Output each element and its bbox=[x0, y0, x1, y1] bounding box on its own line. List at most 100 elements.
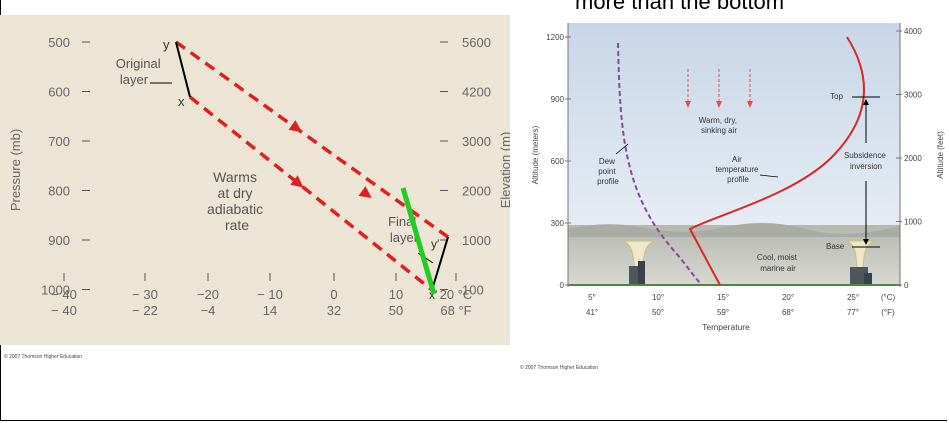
original-layer-line bbox=[175, 41, 191, 98]
fahrenheit-tick-label: 32 bbox=[327, 303, 341, 318]
dew-point-label: Dew point profile bbox=[597, 157, 619, 186]
elevation-tick-label: 100 bbox=[462, 283, 484, 298]
top-label: Top bbox=[830, 92, 843, 101]
right-celsius-tick-label: 25° bbox=[847, 293, 859, 302]
fahrenheit-tick-label: − 22 bbox=[132, 303, 158, 318]
pressure-axis-label: Pressure (mb) bbox=[8, 129, 23, 211]
meter-tick-label: 300 bbox=[551, 219, 565, 228]
right-building bbox=[850, 267, 868, 285]
original-layer-label: Original layer bbox=[116, 56, 164, 87]
point-y-label: y bbox=[163, 37, 170, 52]
elevation-ticks: 5600 4200 3000 2000 1000 100 bbox=[440, 35, 491, 298]
arrow-head-top bbox=[288, 120, 302, 132]
elevation-tick-label: 5600 bbox=[462, 35, 491, 50]
right-fahrenheit-tick-label: 68° bbox=[782, 308, 794, 317]
pressure-tick-label: 500 bbox=[48, 35, 70, 50]
right-celsius-tick-label: 15° bbox=[717, 293, 729, 302]
feet-tick-label: 2000 bbox=[904, 154, 922, 163]
pressure-tick-label: 600 bbox=[48, 85, 70, 100]
arrow-head-bottom bbox=[290, 175, 304, 188]
sinking-arrow-1-head bbox=[685, 101, 691, 108]
feet-tick-label: 4000 bbox=[904, 27, 922, 36]
right-building-2 bbox=[864, 273, 872, 285]
subsidence-label: Subsidence inversion bbox=[844, 151, 888, 171]
elevation-axis-label: Elevation (m) bbox=[498, 132, 510, 209]
right-fahrenheit-tick-label: 77° bbox=[847, 308, 859, 317]
celsius-tick-label: − 40 bbox=[51, 287, 77, 302]
feet-ticks: 4000 3000 2000 1000 0 bbox=[896, 27, 922, 290]
fahrenheit-tick-label: −4 bbox=[201, 303, 216, 318]
point-x-prime-label: x′ bbox=[429, 288, 438, 302]
right-celsius-tick-label: (°C) bbox=[881, 293, 896, 302]
fahrenheit-tick-label: 50 bbox=[389, 303, 403, 318]
celsius-tick-label: 20 °C bbox=[440, 287, 473, 302]
warms-label: Warms at dry adiabatic rate bbox=[207, 169, 267, 233]
arrow-head-top-2 bbox=[358, 186, 372, 198]
celsius-tick-label: −20 bbox=[197, 287, 219, 302]
meter-ticks: 1200 900 600 300 0 bbox=[546, 33, 571, 290]
elevation-tick-label: 4200 bbox=[462, 85, 491, 100]
dew-point-pointer bbox=[615, 143, 629, 155]
fahrenheit-ticks: − 40 − 22 −4 14 32 50 68 °F bbox=[51, 303, 471, 318]
meter-tick-label: 600 bbox=[551, 157, 565, 166]
pressure-tick-label: 900 bbox=[48, 233, 70, 248]
left-copyright: © 2007 Thomson Higher Education bbox=[4, 354, 83, 360]
pressure-ticks: 500 600 700 800 900 1000 bbox=[41, 35, 90, 298]
sinking-arrow-2-head bbox=[716, 101, 722, 108]
heading-fragment: more than the bottom bbox=[575, 0, 785, 14]
celsius-tick-label: 10 bbox=[389, 287, 403, 302]
green-marker-line bbox=[400, 187, 437, 295]
air-temperature-label: Air temperature profile bbox=[715, 155, 760, 184]
right-copyright: © 2007 Thomson Higher Education bbox=[520, 365, 599, 371]
pressure-tick-label: 700 bbox=[48, 134, 70, 149]
feet-tick-label: 1000 bbox=[904, 218, 922, 227]
right-fahrenheit-tick-label: 41° bbox=[586, 308, 598, 317]
feet-tick-label: 3000 bbox=[904, 91, 922, 100]
pressure-tick-label: 1000 bbox=[41, 283, 70, 298]
fahrenheit-tick-label: 14 bbox=[263, 303, 277, 318]
point-x-label: x bbox=[178, 94, 185, 109]
right-celsius-tick-label: 5° bbox=[588, 293, 596, 302]
inversion-arrow-up-head bbox=[863, 99, 869, 105]
elevation-tick-label: 2000 bbox=[462, 184, 491, 199]
marine-air-label: Cool, moist marine air bbox=[757, 253, 799, 273]
meter-tick-label: 1200 bbox=[546, 33, 564, 42]
meter-tick-label: 900 bbox=[551, 95, 565, 104]
dry-adiabat-top-line bbox=[174, 40, 450, 239]
elevation-tick-label: 3000 bbox=[462, 134, 491, 149]
dry-adiabat-bottom-line bbox=[188, 95, 434, 292]
right-celsius-tick-label: 20° bbox=[782, 293, 794, 302]
right-x-axis-label: Temperature bbox=[702, 322, 750, 332]
final-layer-line bbox=[431, 236, 449, 291]
right-fahrenheit-tick-label: 59° bbox=[717, 308, 729, 317]
point-y-prime-label: y′ bbox=[431, 237, 440, 251]
air-temperature-profile bbox=[688, 36, 865, 286]
celsius-ticks: − 40 − 30 −20 − 10 0 10 20 °C bbox=[51, 273, 472, 302]
right-fahrenheit-tick-label: (°F) bbox=[881, 308, 895, 317]
inversion-arrow-down-head bbox=[863, 239, 869, 245]
right-fahrenheit-ticks: 41° 50° 59° 68° 77° (°F) bbox=[586, 308, 895, 317]
left-building-2 bbox=[638, 261, 645, 285]
celsius-tick-label: − 10 bbox=[257, 287, 283, 302]
feet-axis-label: Altitude (feet) bbox=[936, 131, 945, 179]
air-temperature-pointer bbox=[759, 174, 779, 178]
right-fahrenheit-tick-label: 50° bbox=[652, 308, 664, 317]
base-label: Base bbox=[826, 242, 845, 251]
pressure-tick-label: 800 bbox=[48, 184, 70, 199]
fog-top-edge bbox=[568, 222, 900, 237]
dew-point-profile bbox=[617, 42, 703, 286]
fahrenheit-tick-label: 68 °F bbox=[440, 303, 471, 318]
sinking-arrow-3-head bbox=[747, 101, 753, 108]
right-celsius-ticks: 5° 10° 15° 20° 25° (°C) bbox=[588, 293, 895, 302]
sinking-air-label: Warm, dry, sinking air bbox=[699, 116, 739, 135]
meters-axis-label: Altitude (meters) bbox=[531, 125, 540, 184]
left-figure-adiabatic-chart: Pressure (mb) Elevation (m) 500600700800… bbox=[0, 15, 510, 345]
meter-tick-label: 0 bbox=[560, 281, 565, 290]
feet-tick-label: 0 bbox=[904, 281, 909, 290]
celsius-tick-label: 0 bbox=[330, 287, 337, 302]
elevation-tick-label: 1000 bbox=[462, 233, 491, 248]
fahrenheit-tick-label: − 40 bbox=[51, 303, 77, 318]
celsius-tick-label: − 30 bbox=[132, 287, 158, 302]
right-celsius-tick-label: 10° bbox=[652, 293, 664, 302]
